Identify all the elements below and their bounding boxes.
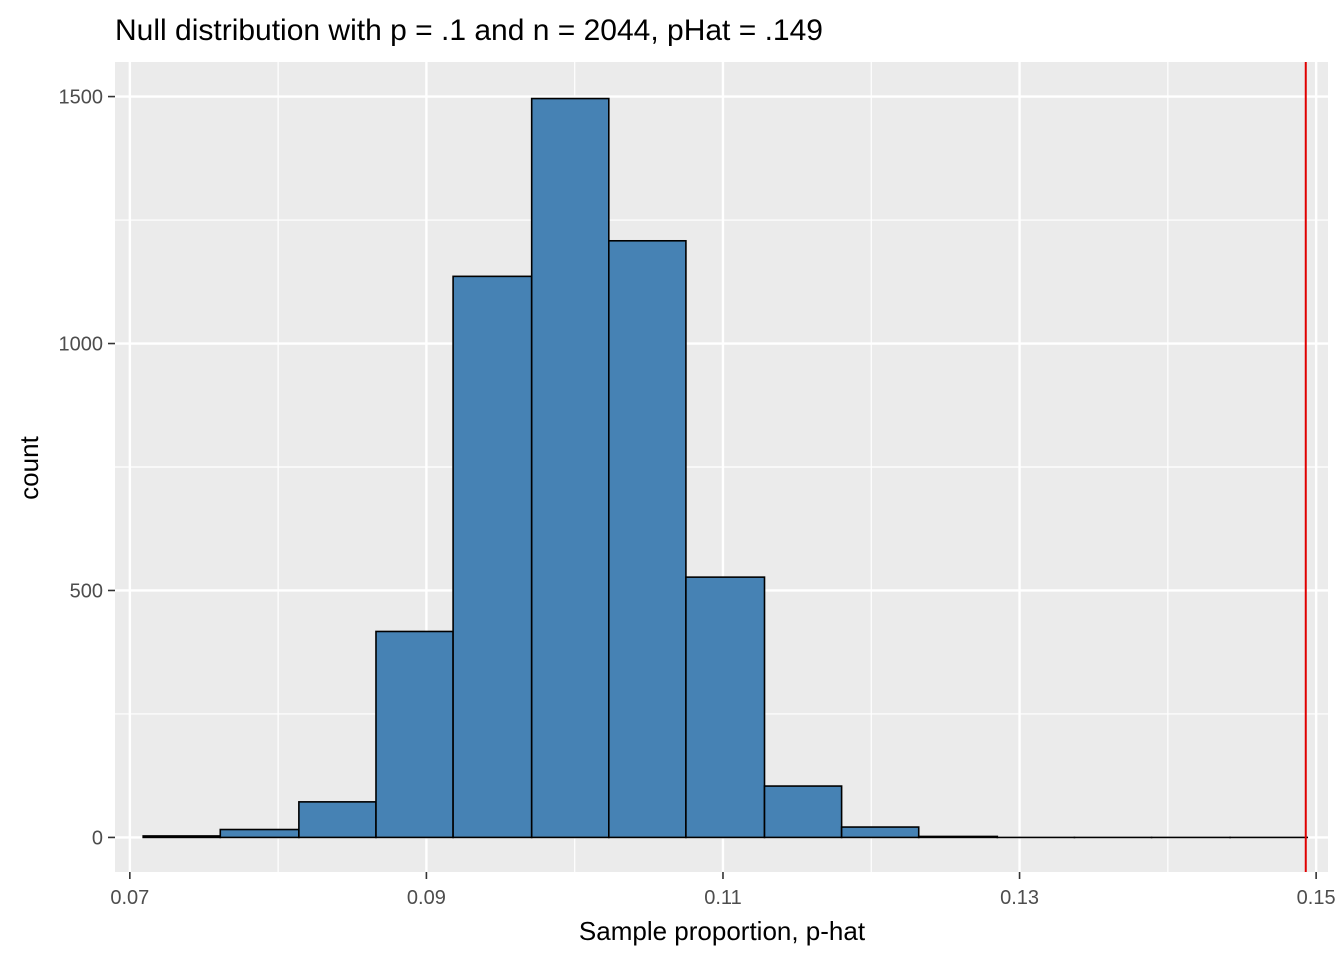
x-tick-label: 0.07 <box>110 887 149 909</box>
x-axis: 0.07 0.09 0.11 0.13 0.15 <box>110 872 1335 909</box>
histogram-bar <box>609 241 686 838</box>
y-axis-title: count <box>14 435 44 499</box>
histogram-bar <box>376 631 453 837</box>
histogram-bar <box>919 836 998 837</box>
histogram-bar <box>686 577 765 837</box>
histogram-bar <box>532 99 609 838</box>
chart-title: Null distribution with p = .1 and n = 20… <box>115 14 823 47</box>
x-tick-label: 0.09 <box>407 887 446 909</box>
y-axis: 0 500 1000 1500 <box>59 87 116 850</box>
histogram-bar <box>842 827 919 837</box>
histogram-bar <box>453 276 532 837</box>
y-tick-label: 500 <box>70 580 103 602</box>
y-tick-label: 0 <box>92 827 103 849</box>
y-tick-label: 1000 <box>59 334 104 356</box>
histogram-bar <box>220 830 299 838</box>
histogram-bar <box>299 802 376 838</box>
x-axis-title: Sample proportion, p-hat <box>579 916 866 946</box>
histogram-bar <box>765 786 842 837</box>
y-tick-label: 1500 <box>59 87 104 109</box>
x-tick-label: 0.13 <box>1000 887 1039 909</box>
x-tick-label: 0.15 <box>1297 887 1336 909</box>
histogram-bar <box>143 836 220 837</box>
x-tick-label: 0.11 <box>704 887 741 909</box>
